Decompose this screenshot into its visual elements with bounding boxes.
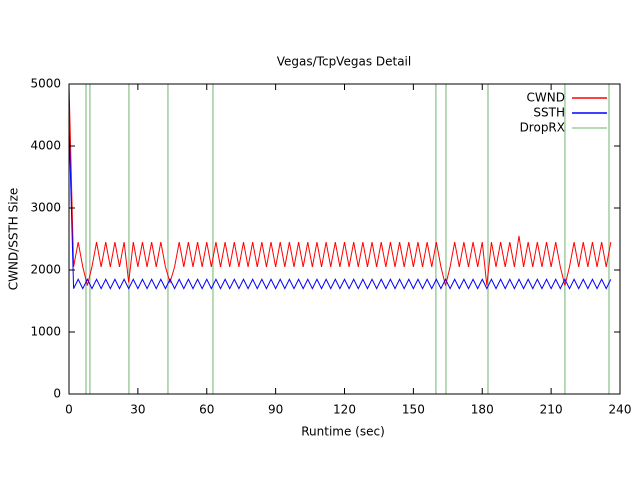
x-tick-label: 120 — [333, 403, 356, 417]
x-tick-label: 60 — [199, 403, 214, 417]
x-tick-label: 90 — [268, 403, 283, 417]
y-axis-label: CWND/SSTH Size — [7, 188, 21, 291]
chart-title: Vegas/TcpVegas Detail — [277, 55, 411, 69]
x-tick-label: 180 — [471, 403, 494, 417]
series-line — [68, 121, 612, 290]
series-line — [68, 83, 612, 286]
legend-label: CWND — [527, 91, 565, 105]
y-tick-label: 2000 — [30, 263, 61, 277]
x-tick-label: 240 — [609, 403, 632, 417]
y-tick-label: 1000 — [30, 325, 61, 339]
legend-label: DropRX — [520, 121, 565, 135]
x-tick-label: 0 — [65, 403, 73, 417]
x-tick-label: 150 — [402, 403, 425, 417]
y-tick-label: 3000 — [30, 201, 61, 215]
y-tick-label: 5000 — [30, 77, 61, 91]
x-axis-label: Runtime (sec) — [301, 425, 385, 439]
legend-label: SSTH — [533, 106, 565, 120]
y-tick-label: 0 — [53, 387, 61, 401]
x-tick-label: 210 — [540, 403, 563, 417]
x-tick-label: 30 — [130, 403, 145, 417]
y-tick-label: 4000 — [30, 139, 61, 153]
